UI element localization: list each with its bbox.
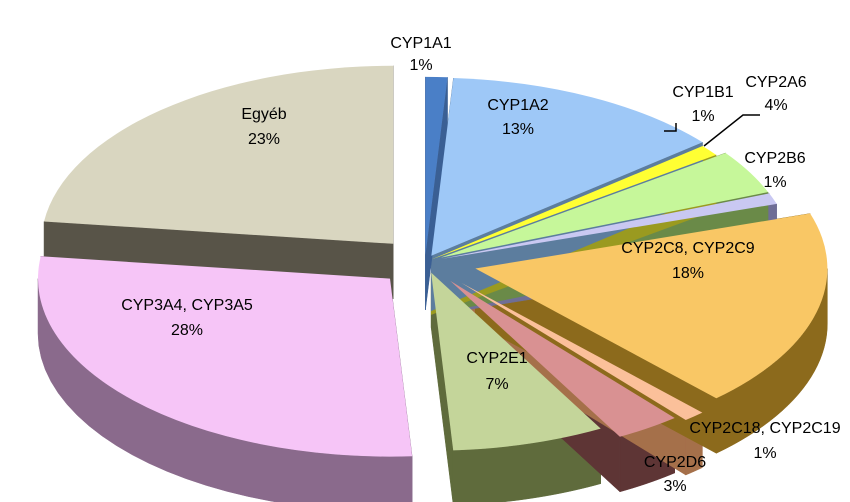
leader-line-cyp2a6 xyxy=(703,114,760,147)
slice-cyp2c8-cyp2c9 xyxy=(475,213,828,399)
label-value-3: 4% xyxy=(764,97,787,114)
label-name-2: CYP1B1 xyxy=(672,84,733,101)
label-value-8: 7% xyxy=(485,376,508,393)
leader-line-cyp1b1 xyxy=(664,123,677,132)
label-name-3: CYP2A6 xyxy=(745,74,806,91)
slice-cyp2e1 xyxy=(431,272,601,451)
slice-cyp1b1 xyxy=(431,146,717,260)
label-value-5: 18% xyxy=(672,265,704,282)
slice-cyp1a1 xyxy=(425,76,448,255)
slice-cyp2d6 xyxy=(450,280,675,437)
label-value-2: 1% xyxy=(691,108,714,125)
slice-tops xyxy=(38,65,828,457)
label-name-1: CYP1A2 xyxy=(487,97,548,114)
data-labels: CYP1A1 1% CYP1A2 13% CYP1B1 1% CYP2A6 4%… xyxy=(121,35,841,495)
label-name-8: CYP2E1 xyxy=(466,350,527,367)
label-value-1: 13% xyxy=(502,121,534,138)
label-name-5: CYP2C8, CYP2C9 xyxy=(621,240,754,257)
label-name-7: CYP2D6 xyxy=(644,454,706,471)
leader-lines xyxy=(664,114,760,147)
label-value-7: 3% xyxy=(663,478,686,495)
label-name-6: CYP2C18, CYP2C19 xyxy=(689,420,840,437)
slice-cyp1a2 xyxy=(431,78,703,256)
label-value-6: 1% xyxy=(753,445,776,462)
label-value-9: 28% xyxy=(171,322,203,339)
label-name-9: CYP3A4, CYP3A5 xyxy=(121,297,253,314)
label-name-10: Egyéb xyxy=(241,106,286,123)
slice-cyp3a4-cyp3a5 xyxy=(38,256,413,457)
slice-cyp2c18-cyp2c19 xyxy=(461,282,703,421)
slice-cyp2b6 xyxy=(441,193,777,259)
label-value-10: 23% xyxy=(248,131,280,148)
label-value-0: 1% xyxy=(409,57,432,74)
label-value-4: 1% xyxy=(763,174,786,191)
slice-egy-b xyxy=(44,65,394,244)
label-name-0: CYP1A1 xyxy=(390,35,451,52)
slice-cyp2a6 xyxy=(440,152,769,258)
label-name-4: CYP2B6 xyxy=(744,150,805,167)
